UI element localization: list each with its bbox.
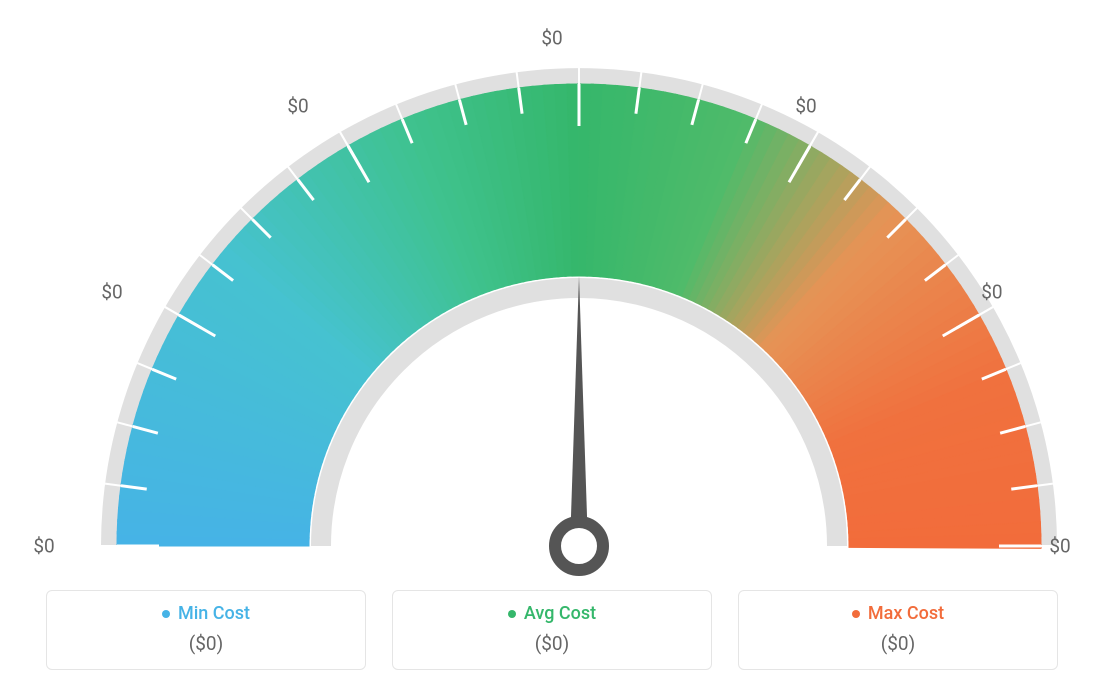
legend-card-max: Max Cost ($0) — [738, 590, 1058, 670]
legend-title-max: Max Cost — [868, 603, 944, 624]
scale-label: $0 — [795, 95, 816, 118]
legend-row: Min Cost ($0) Avg Cost ($0) Max Cost ($0… — [46, 590, 1058, 670]
legend-dot-avg — [508, 610, 516, 618]
legend-value-max: ($0) — [757, 632, 1039, 655]
legend-title-row: Min Cost — [65, 603, 347, 624]
legend-dot-min — [162, 610, 170, 618]
legend-card-avg: Avg Cost ($0) — [392, 590, 712, 670]
scale-label: $0 — [541, 27, 562, 50]
gauge-wrapper: $0 $0 $0 $0 $0 $0 $0 — [27, 18, 1077, 578]
scale-label: $0 — [33, 535, 54, 558]
legend-value-avg: ($0) — [411, 632, 693, 655]
gauge-svg — [27, 18, 1104, 598]
legend-value-min: ($0) — [65, 632, 347, 655]
legend-title-avg: Avg Cost — [524, 603, 596, 624]
legend-title-row: Avg Cost — [411, 603, 693, 624]
legend-dot-max — [852, 610, 860, 618]
scale-label: $0 — [101, 281, 122, 304]
gauge-chart-container: $0 $0 $0 $0 $0 $0 $0 Min Cost ($0) Avg Cost ($… — [0, 0, 1104, 690]
legend-title-row: Max Cost — [757, 603, 1039, 624]
legend-card-min: Min Cost ($0) — [46, 590, 366, 670]
gauge-needle — [555, 276, 603, 570]
scale-label: $0 — [1049, 535, 1070, 558]
legend-title-min: Min Cost — [178, 603, 250, 624]
scale-label: $0 — [287, 95, 308, 118]
scale-label: $0 — [981, 281, 1002, 304]
